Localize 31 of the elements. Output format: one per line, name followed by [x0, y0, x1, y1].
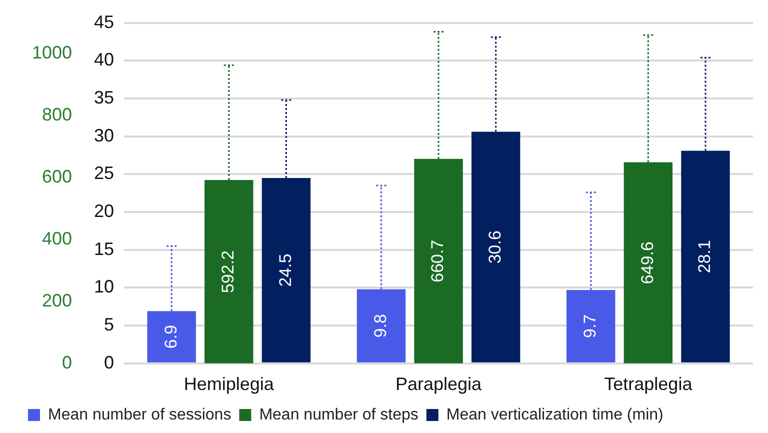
y2-tick-label: 400: [42, 228, 72, 249]
data-label: 28.1: [695, 240, 714, 274]
x-tick-label: Paraplegia: [396, 374, 483, 394]
data-label: 660.7: [428, 240, 448, 282]
y-tick-label: 45: [94, 12, 114, 32]
data-label: 9.8: [370, 314, 390, 338]
y-tick-label: 0: [104, 352, 114, 372]
x-tick-label: Hemiplegia: [184, 374, 275, 394]
legend-label: Mean verticalization time (min): [446, 406, 664, 424]
data-label: 9.7: [580, 314, 600, 338]
x-tick-label: Tetraplegia: [604, 374, 694, 394]
legend-label: Mean number of sessions: [48, 406, 232, 424]
y-tick-label: 30: [94, 125, 114, 146]
y-tick-label: 15: [94, 238, 114, 259]
y-tick-label: 35: [94, 87, 114, 108]
data-label: 30.6: [486, 230, 505, 264]
y2-tick-label: 800: [42, 104, 72, 125]
y2-tick-label: 1000: [32, 42, 72, 63]
y2-tick-label: 0: [62, 352, 72, 372]
y2-tick-label: 200: [42, 290, 72, 310]
y-tick-label: 40: [94, 50, 114, 70]
data-label: 24.5: [276, 254, 295, 287]
y-tick-label: 25: [94, 163, 114, 184]
legend-label: Mean number of steps: [259, 406, 418, 424]
data-label: 592.2: [218, 250, 238, 293]
y2-tick-label: 600: [42, 166, 72, 187]
y-tick-label: 20: [94, 200, 114, 221]
y-tick-label: 5: [104, 314, 114, 335]
data-label: 6.9: [161, 324, 180, 349]
data-label: 649.6: [638, 242, 657, 284]
y-tick-label: 10: [94, 276, 114, 297]
